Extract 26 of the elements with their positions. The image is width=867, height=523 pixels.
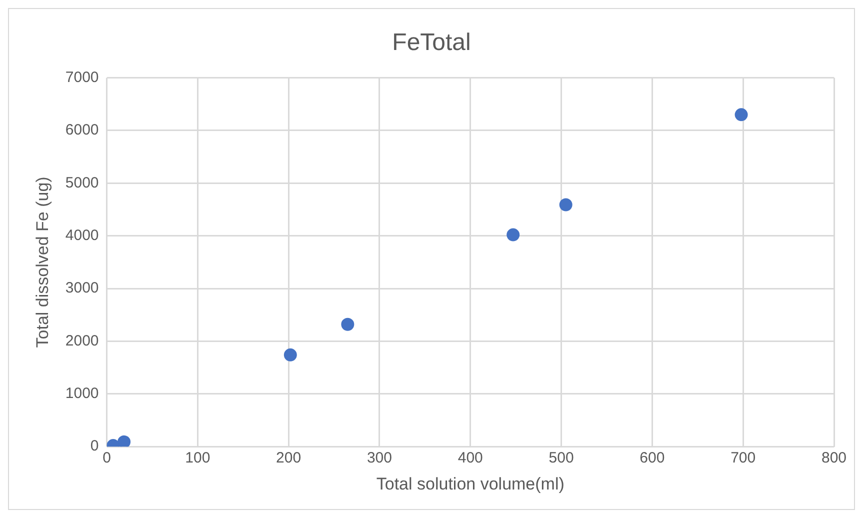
- x-tick-label: 600: [640, 450, 665, 467]
- y-tick-label: 6000: [65, 122, 99, 139]
- point: [734, 108, 748, 122]
- y-tick-label: 4000: [65, 227, 99, 244]
- x-tick-label: 400: [458, 450, 483, 467]
- x-axis-title: Total solution volume(ml): [376, 474, 564, 494]
- x-tick-label: 0: [102, 450, 111, 467]
- x-tick-label: 300: [366, 450, 392, 467]
- x-tick-label: 700: [730, 450, 756, 467]
- point: [559, 198, 572, 212]
- point: [506, 228, 520, 242]
- x-tick-label: 500: [548, 450, 574, 467]
- y-axis-title: Total dissolved Fe (ug): [32, 176, 52, 348]
- point: [284, 348, 297, 362]
- y-tick-label: 1000: [65, 385, 99, 402]
- y-tick-label: 3000: [65, 280, 99, 297]
- point: [118, 435, 131, 447]
- x-tick-label: 800: [821, 450, 847, 467]
- x-tick-label: 200: [276, 450, 302, 467]
- y-tick-label: 2000: [65, 332, 99, 350]
- point: [341, 318, 354, 331]
- y-tick-label: 0: [90, 438, 99, 455]
- y-tick-label: 7000: [65, 68, 99, 86]
- y-tick-label: 5000: [65, 174, 99, 192]
- chart-title: FeTotal: [392, 29, 471, 56]
- x-tick-label: 100: [185, 450, 210, 467]
